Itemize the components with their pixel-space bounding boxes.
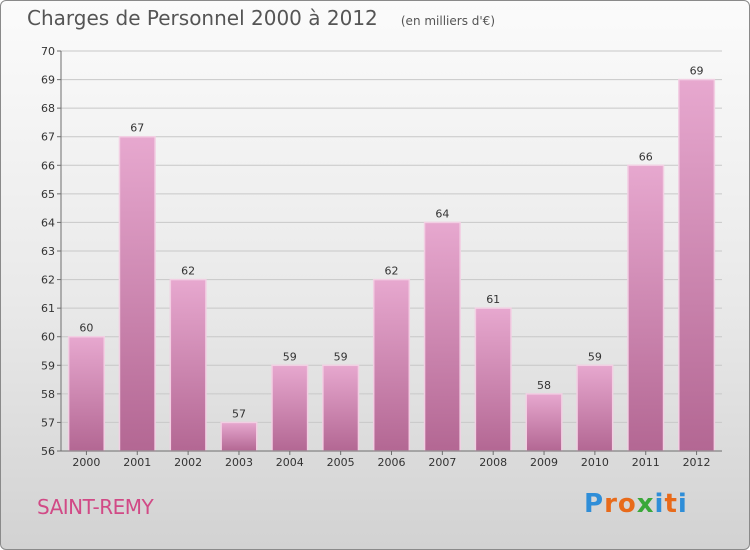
x-tick-label: 2004: [276, 456, 304, 469]
data-label-2009: 58: [537, 379, 551, 392]
x-tick-label: 2003: [225, 456, 253, 469]
data-label-2003: 57: [232, 407, 246, 420]
y-tick-label: 65: [41, 188, 55, 201]
data-label-2002: 62: [181, 265, 195, 278]
data-label-2005: 59: [334, 350, 348, 363]
chart-subtitle: (en milliers d'€): [400, 14, 495, 28]
data-label-2000: 60: [79, 322, 93, 335]
x-tick-label: 2005: [327, 456, 355, 469]
y-tick-label: 62: [41, 274, 55, 287]
bar-2000: [67, 335, 105, 452]
proxiti-logo[interactable]: Proxiti: [584, 489, 688, 519]
bar-2006: [372, 278, 411, 452]
y-tick-label: 70: [41, 45, 55, 58]
brand-letter: i: [677, 489, 688, 519]
data-label-2012: 69: [690, 65, 704, 78]
x-tick-label: 2012: [683, 456, 711, 469]
bar-2007: [423, 221, 461, 452]
x-tick-label: 2006: [378, 456, 406, 469]
x-tick-label: 2000: [72, 456, 100, 469]
brand-letter: r: [604, 489, 618, 519]
y-tick-label: 68: [41, 102, 55, 115]
y-tick-label: 56: [41, 445, 55, 458]
brand-letter: i: [654, 489, 665, 519]
bar-2009: [525, 393, 563, 452]
y-tick-label: 64: [41, 216, 55, 229]
data-label-2004: 59: [283, 350, 297, 363]
commune-name: SAINT-REMY: [37, 495, 154, 519]
x-tick-label: 2011: [632, 456, 660, 469]
x-tick-label: 2007: [428, 456, 456, 469]
data-label-2011: 66: [639, 150, 653, 163]
y-tick-label: 61: [41, 302, 55, 315]
title-row: Charges de Personnel 2000 à 2012 (en mil…: [27, 6, 495, 30]
bar-2008: [474, 307, 512, 452]
brand-letter: t: [664, 489, 678, 519]
bar-2012: [678, 78, 716, 452]
chart-title: Charges de Personnel 2000 à 2012: [27, 6, 378, 30]
y-tick-label: 67: [41, 131, 55, 144]
data-label-2001: 67: [130, 122, 144, 135]
x-tick-label: 2001: [123, 456, 151, 469]
bar-2010: [576, 364, 614, 452]
x-tick-label: 2010: [581, 456, 609, 469]
y-tick-label: 66: [41, 159, 55, 172]
bar-2005: [322, 364, 360, 452]
bar-2003: [220, 421, 258, 452]
y-tick-label: 63: [41, 245, 55, 258]
bars: [67, 78, 716, 452]
brand-letter: o: [617, 489, 637, 519]
data-label-2007: 64: [435, 207, 449, 220]
y-tick-label: 59: [41, 359, 55, 372]
bar-2004: [271, 364, 309, 452]
brand-letter: x: [636, 489, 655, 519]
y-tick-label: 60: [41, 331, 55, 344]
y-tick-label: 57: [41, 416, 55, 429]
brand-letter: P: [584, 489, 605, 519]
bar-2002: [169, 278, 207, 452]
bar-2011: [627, 164, 665, 452]
data-label-2008: 61: [486, 293, 500, 306]
data-label-2006: 62: [385, 265, 399, 278]
data-labels: 60 67 62 57 59 59 62 64 61 58 59 66 69: [79, 65, 703, 421]
x-tick-label: 2009: [530, 456, 558, 469]
y-tick-label: 69: [41, 74, 55, 87]
x-tick-label: 2008: [479, 456, 507, 469]
x-tick-label: 2002: [174, 456, 202, 469]
y-tick-label: 58: [41, 388, 55, 401]
bar-2001: [118, 135, 156, 452]
data-label-2010: 59: [588, 350, 602, 363]
axes: 56 57 58 59 60 61 62 63 64 65 66 67 68 69 70 2000 2001 20…: [41, 45, 722, 469]
